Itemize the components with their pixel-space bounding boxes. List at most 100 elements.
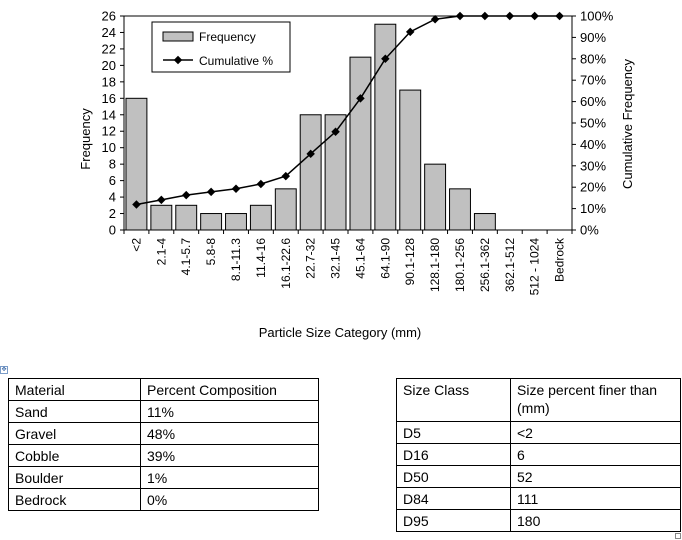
y2-tick-label: 40%	[580, 137, 606, 152]
frequency-bar	[473, 213, 496, 231]
header-cell: Material	[8, 378, 141, 401]
table-cell: 48%	[140, 422, 319, 445]
table-row: D16 6	[396, 443, 681, 466]
table-cell: 180	[510, 509, 681, 532]
frequency-bar	[399, 89, 422, 231]
table-cell: Bedrock	[8, 488, 141, 511]
cumulative-point	[256, 179, 266, 189]
x-tick-label: 22.7-32	[304, 238, 318, 279]
table-cell: 1%	[140, 466, 319, 489]
table-header-row: Material Percent Composition	[8, 378, 319, 401]
table-row: D95 180	[396, 509, 681, 532]
table-cell: D50	[396, 465, 511, 488]
cumulative-point	[206, 187, 216, 197]
x-tick-label: 32.1-45	[329, 238, 343, 279]
cumulative-point	[505, 11, 515, 21]
y2-axis-label: Cumulative Frequency	[620, 58, 635, 189]
table-row: D84 111	[396, 487, 681, 510]
cumulative-point	[132, 200, 141, 209]
y-tick-label: 4	[109, 190, 116, 205]
y-tick-label: 20	[102, 58, 116, 73]
x-tick-label: 8.1-11.3	[229, 238, 243, 281]
frequency-bar	[374, 23, 397, 231]
chart-legend: Frequency Cumulative %	[151, 21, 291, 73]
cumulative-point	[231, 184, 241, 193]
particle-size-chart: 024681012141618202224260%10%20%30%40%50%…	[78, 9, 635, 341]
y2-tick-label: 90%	[580, 30, 606, 45]
frequency-bar	[424, 163, 447, 231]
frequency-bar	[349, 56, 372, 231]
x-tick-label: 2.1-4	[154, 238, 168, 266]
legend-frequency-label: Frequency	[199, 30, 256, 44]
cumulative-point	[430, 14, 440, 24]
x-tick-label: <2	[129, 238, 143, 252]
table-row: Boulder 1%	[8, 466, 319, 489]
table-row: Bedrock 0%	[8, 488, 319, 511]
cumulative-point	[555, 11, 564, 21]
frequency-bar	[225, 213, 247, 231]
frequency-bar	[200, 213, 223, 231]
y-tick-label: 0	[109, 223, 116, 238]
material-composition-table: Material Percent Composition Sand 11% Gr…	[8, 378, 319, 511]
tick-labels: 024681012141618202224260%10%20%30%40%50%…	[102, 9, 614, 296]
y-axis-label: Frequency	[78, 108, 93, 170]
y2-tick-label: 30%	[580, 158, 606, 173]
legend-bar-swatch	[162, 31, 194, 42]
y2-tick-label: 20%	[580, 180, 606, 195]
y2-tick-label: 0%	[580, 223, 599, 238]
table-cell: D84	[396, 487, 511, 510]
table-cell: 6	[510, 443, 681, 466]
table-row: D5 <2	[396, 421, 681, 444]
y-tick-label: 22	[102, 41, 116, 56]
y-tick-label: 6	[109, 173, 116, 188]
x-tick-label: 45.1-64	[353, 238, 367, 279]
table-cell: 111	[510, 487, 681, 510]
table-cell: <2	[510, 421, 681, 444]
resize-handle[interactable]	[675, 533, 681, 539]
frequency-bars	[125, 23, 496, 231]
legend-box	[151, 21, 291, 73]
table-cell: 39%	[140, 444, 319, 467]
frequency-bar	[274, 188, 297, 231]
y2-tick-label: 60%	[580, 94, 606, 109]
y-tick-label: 8	[109, 157, 116, 172]
cumulative-point	[306, 149, 315, 159]
y2-tick-label: 80%	[580, 51, 606, 66]
y-tick-label: 16	[102, 91, 116, 106]
frequency-bar	[150, 204, 173, 231]
table-anchor-icon[interactable]: ✥	[0, 366, 8, 374]
header-cell: Size Class	[396, 378, 511, 422]
frequency-bar	[249, 204, 272, 231]
x-axis-label: Particle Size Category (mm)	[259, 325, 422, 340]
table-cell: 11%	[140, 400, 319, 423]
table-row: Gravel 48%	[8, 422, 319, 445]
table-cell: D16	[396, 443, 511, 466]
table-row: Sand 11%	[8, 400, 319, 423]
size-class-table: Size Class Size percent finer than (mm) …	[396, 378, 681, 532]
table-row: D50 52	[396, 465, 681, 488]
x-tick-label: 362.1-512	[503, 238, 517, 292]
x-tick-label: 4.1-5.7	[179, 238, 193, 276]
x-tick-label: 256.1-362	[478, 238, 492, 292]
x-tick-label: 16.1-22.6	[279, 238, 293, 289]
x-tick-label: 512 - 1024	[528, 238, 542, 296]
cumulative-point	[331, 127, 340, 137]
cumulative-point	[281, 171, 291, 181]
x-tick-label: 128.1-180	[428, 238, 442, 292]
frequency-bar	[324, 114, 347, 231]
legend-cumulative-label: Cumulative %	[199, 54, 273, 68]
cumulative-point	[480, 11, 490, 21]
table-cell: Boulder	[8, 466, 141, 489]
cumulative-point	[530, 11, 539, 21]
cumulative-point	[157, 195, 166, 205]
cumulative-point	[455, 11, 465, 21]
cumulative-point	[405, 27, 415, 37]
y-tick-label: 2	[109, 206, 116, 221]
y-tick-label: 14	[102, 107, 116, 122]
x-tick-label: 180.1-256	[453, 238, 467, 292]
x-tick-label: Bedrock	[553, 237, 567, 282]
y-tick-label: 18	[102, 74, 116, 89]
chart-axes	[120, 15, 576, 234]
frequency-bar	[299, 114, 322, 231]
table-cell: D95	[396, 509, 511, 532]
